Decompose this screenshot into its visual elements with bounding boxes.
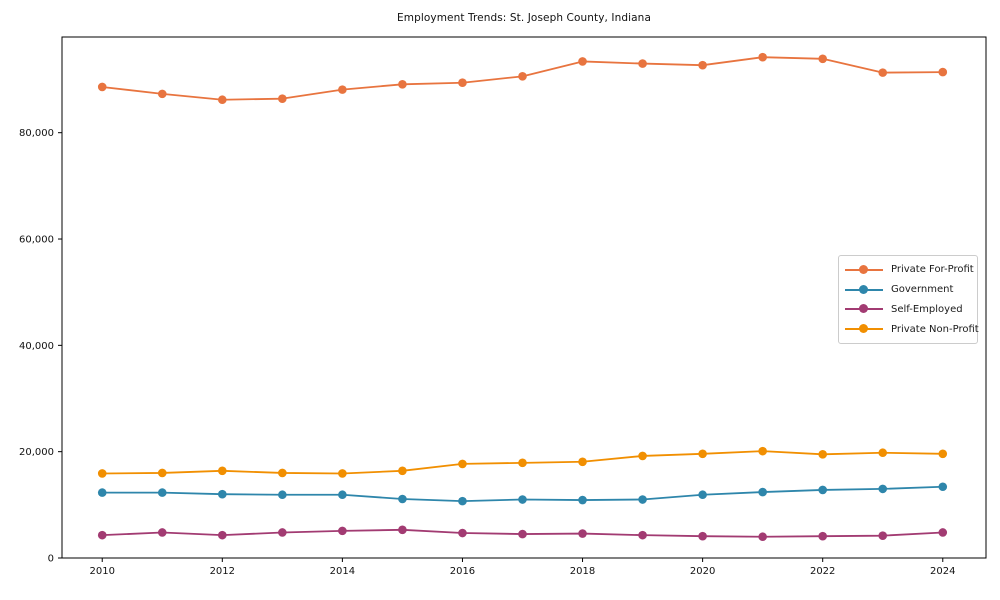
data-point-self-employed: [878, 531, 888, 540]
data-point-government: [758, 487, 767, 497]
data-point-government: [338, 490, 347, 500]
chart-title: Employment Trends: St. Joseph County, In…: [397, 12, 651, 24]
x-tick-label: 2016: [450, 566, 475, 577]
data-point-self-employed: [278, 528, 287, 537]
data-point-private-non-profit: [638, 451, 647, 461]
data-point-private-non-profit: [818, 450, 827, 459]
data-point-government: [878, 484, 888, 494]
data-point-self-employed: [578, 529, 587, 538]
data-point-private-non-profit: [938, 449, 948, 459]
x-tick-label: 2020: [690, 566, 715, 577]
data-point-government: [578, 495, 587, 505]
x-tick-label: 2024: [930, 566, 955, 577]
data-point-government: [698, 490, 707, 500]
data-point-private-for-profit: [818, 54, 827, 64]
data-point-private-for-profit: [157, 89, 167, 99]
legend-item-private-for-profit: Private For-Profit: [845, 260, 974, 280]
axes-box: [61, 36, 987, 559]
legend-label: Private Non-Profit: [891, 323, 979, 335]
x-tick-label: 2022: [810, 566, 835, 577]
data-point-private-non-profit: [278, 468, 287, 478]
data-point-self-employed: [698, 531, 707, 541]
data-point-self-employed: [758, 532, 767, 542]
data-point-self-employed: [338, 526, 347, 536]
data-point-self-employed: [518, 529, 527, 539]
data-point-private-for-profit: [758, 52, 767, 62]
legend-label: Self-Employed: [891, 303, 963, 315]
data-point-government: [638, 495, 647, 504]
x-tick-label: 2010: [89, 566, 114, 577]
x-tick-label: 2018: [570, 566, 595, 577]
y-tick-label: 0: [48, 554, 54, 565]
data-point-self-employed: [458, 528, 467, 538]
data-point-government: [97, 488, 107, 497]
y-tick-label: 60,000: [19, 235, 54, 246]
data-point-private-for-profit: [458, 78, 467, 88]
legend-item-government: Government: [845, 280, 971, 300]
legend-item-self-employed: Self-Employed: [845, 300, 971, 320]
data-point-private-for-profit: [938, 67, 948, 77]
data-point-private-non-profit: [758, 446, 767, 456]
data-point-private-non-profit: [157, 468, 167, 478]
data-point-government: [398, 494, 407, 504]
data-point-private-for-profit: [578, 57, 587, 66]
y-tick-label: 40,000: [19, 341, 54, 352]
data-point-private-for-profit: [698, 60, 707, 70]
legend-item-private-non-profit: Private Non-Profit: [845, 319, 979, 339]
legend-label: Government: [891, 284, 954, 296]
y-tick-label: 20,000: [19, 447, 54, 458]
data-point-self-employed: [398, 525, 407, 535]
data-point-private-non-profit: [518, 458, 527, 468]
data-point-private-non-profit: [698, 449, 707, 459]
data-point-self-employed: [97, 530, 107, 540]
data-point-private-non-profit: [97, 469, 107, 478]
data-point-self-employed: [218, 530, 227, 540]
data-point-private-for-profit: [338, 85, 347, 94]
data-point-government: [458, 496, 467, 506]
legend: Private For-Profit Government Self-Employe…: [838, 255, 979, 344]
legend-line-marker-icon: [845, 304, 883, 314]
data-point-private-for-profit: [518, 72, 527, 81]
data-point-private-non-profit: [338, 469, 347, 478]
x-tick-label: 2012: [210, 566, 235, 577]
data-point-private-non-profit: [398, 466, 407, 476]
data-point-private-for-profit: [638, 59, 647, 68]
data-point-self-employed: [638, 530, 647, 540]
data-point-self-employed: [938, 528, 948, 537]
data-point-government: [278, 490, 287, 500]
data-point-government: [818, 485, 827, 495]
data-point-self-employed: [157, 528, 167, 537]
data-point-government: [218, 489, 227, 499]
data-point-government: [938, 482, 948, 492]
data-point-private-non-profit: [218, 466, 227, 476]
data-point-private-for-profit: [398, 80, 407, 89]
data-point-government: [157, 488, 167, 497]
data-point-private-non-profit: [458, 459, 467, 469]
data-point-private-for-profit: [278, 94, 287, 103]
legend-line-marker-icon: [845, 324, 883, 334]
data-point-self-employed: [818, 531, 827, 541]
data-point-private-non-profit: [578, 457, 587, 467]
data-point-government: [518, 495, 527, 504]
data-point-private-for-profit: [878, 68, 888, 77]
data-point-private-non-profit: [878, 448, 888, 458]
data-point-private-for-profit: [218, 95, 227, 105]
legend-line-marker-icon: [845, 264, 883, 275]
y-tick-label: 80,000: [19, 128, 54, 139]
legend-line-marker-icon: [845, 284, 883, 295]
legend-label: Private For-Profit: [891, 264, 974, 276]
x-tick-label: 2014: [330, 566, 355, 577]
data-point-private-for-profit: [97, 82, 107, 92]
